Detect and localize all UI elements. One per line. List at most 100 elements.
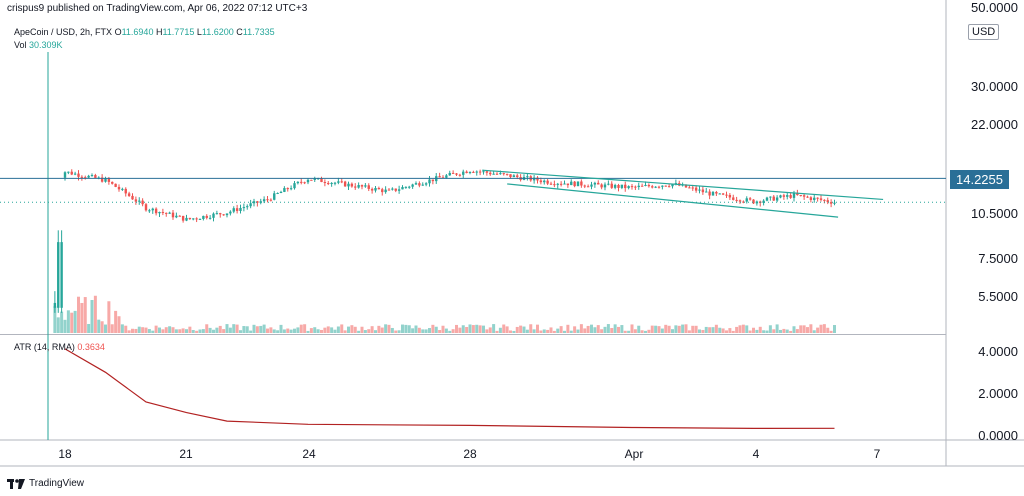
candle-body [161,211,165,213]
candle-body [505,173,509,175]
close-label: C [236,27,243,37]
candle-body [242,207,246,209]
volume-bar [809,324,813,333]
volume-bar [110,324,114,333]
y-label-7-5: 7.5000 [978,251,1018,266]
volume-bar [681,324,685,333]
candle-body [644,184,647,186]
candle-body [809,197,813,200]
candle-body [249,203,252,207]
candle-body [738,200,742,202]
volume-bar [667,325,671,333]
volume-bar [610,328,614,333]
volume-bar [309,328,313,333]
volume-bar [232,324,236,333]
volume-bar [762,330,766,333]
candle-body [792,193,796,198]
volume-bar [701,329,705,333]
volume-bar [374,330,377,333]
volume-bar [215,327,219,333]
candle-body [711,192,715,196]
candle-body [438,176,441,178]
candle-body [742,201,745,203]
volume-bar [141,327,145,333]
volume-bar [380,327,384,333]
volume-bar [367,329,371,333]
volume-bar [70,312,74,333]
candle-body [451,172,455,174]
volume-bar [347,326,350,333]
volume-bar [532,329,536,333]
volume-bar [363,330,367,333]
volume-bar [431,324,435,333]
volume-bar [687,330,691,333]
candle-body [556,183,559,185]
candle-body [455,173,458,175]
volume-bar [434,326,438,333]
candle-body [131,195,134,200]
candle-body [357,185,360,188]
volume-bar [806,327,809,333]
volume-bar [279,324,283,333]
candle-body [279,191,283,194]
volume-bar [441,325,445,333]
candle-body [205,215,208,218]
currency-badge[interactable]: USD [968,24,1000,40]
candle-body [499,173,502,175]
volume-bar [174,329,178,333]
volume-bar [195,330,199,333]
candle-body [640,185,644,187]
candle-body [296,181,300,184]
candle-body [100,177,104,182]
candle-body [94,175,97,178]
volume-bar [772,329,776,333]
volume-bar [77,296,80,333]
candle-body [705,191,708,193]
volume-bar [482,325,485,333]
volume-bar [114,310,118,333]
volume-bar [282,329,286,333]
volume-bar [255,326,259,333]
candle-body [401,187,404,190]
volume-bar [394,330,398,333]
candle-body [495,173,499,175]
candle-body [813,197,816,200]
tradingview-logo[interactable]: TradingView [7,478,84,489]
volume-bar [647,329,651,333]
volume-bar [812,330,816,333]
volume-value: 30.309K [29,40,63,50]
volume-bar [323,327,327,333]
candle-body [141,200,144,205]
volume-bar [623,330,627,333]
candle-body [661,185,664,187]
volume-bar [245,326,249,333]
volume-bar [340,324,344,333]
candle-body [627,186,630,189]
volume-bar [694,325,698,333]
volume-bar [131,328,134,333]
volume-bar [522,326,526,333]
candle-body [303,182,306,184]
atr-label: ATR (14, RMA) [14,342,75,352]
volume-bar [120,324,124,333]
volume-bar [185,329,188,333]
volume-bar [752,327,755,333]
volume-bar [731,330,735,333]
candle-body [431,179,435,182]
volume-bar [498,327,502,333]
volume-bar [613,324,617,333]
candle-body [570,181,573,186]
candle-body [630,186,634,188]
candle-body [313,178,316,180]
tradingview-icon [7,478,25,489]
candle-body [300,181,303,183]
channel-lower [507,183,839,218]
candle-body [478,171,482,173]
candle-body [583,185,586,187]
volume-bar [266,328,269,333]
volume-bar [205,324,209,333]
volume-bar [488,327,492,333]
volume-bar [451,329,455,333]
volume-bar [188,326,192,333]
